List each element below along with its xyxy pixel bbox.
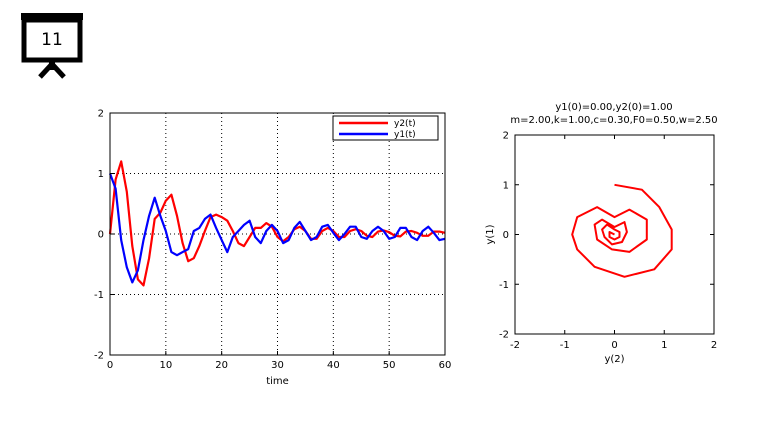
y-tick-label: 2 bbox=[98, 109, 104, 120]
legend-label-y1: y1(t) bbox=[394, 130, 416, 140]
legend-label-y2: y2(t) bbox=[394, 119, 416, 129]
slide-number: 11 bbox=[41, 30, 63, 50]
phase-x-tick-label: -1 bbox=[560, 340, 570, 351]
phase-y-tick-label: 1 bbox=[503, 180, 509, 191]
phase-y-tick-label: -1 bbox=[499, 280, 509, 291]
x-tick-label: 50 bbox=[383, 360, 396, 371]
y-tick-label: 1 bbox=[98, 169, 104, 180]
legend-box bbox=[332, 115, 439, 141]
phase-x-tick-label: 1 bbox=[661, 340, 667, 351]
y-tick-label: 0 bbox=[98, 230, 104, 241]
slide-projector-icon: 11 bbox=[16, 12, 88, 80]
phase-y-tick-label: 0 bbox=[503, 230, 509, 241]
x-tick-label: 30 bbox=[271, 360, 284, 371]
series-line-y2 bbox=[108, 160, 446, 287]
phase-trajectory bbox=[571, 183, 673, 278]
x-axis-label: time bbox=[266, 376, 289, 387]
phase-x-tick-label: 0 bbox=[611, 340, 617, 351]
time-series-plot: 0 10 20 30 40 50 60 -2 -1 0 1 2 time y2(t) y1(t) bbox=[94, 109, 451, 388]
phase-y-tick-label: -2 bbox=[499, 330, 509, 341]
legend: y2(t) y1(t) bbox=[332, 115, 439, 141]
x-tick-label: 20 bbox=[215, 360, 228, 371]
phase-x-tick-label: 2 bbox=[711, 340, 717, 351]
phase-y-tick-label: 2 bbox=[503, 131, 509, 142]
x-tick-label: 40 bbox=[327, 360, 340, 371]
phase-plot-subtitle: m=2.00,k=1.00,c=0.30,F0=0.50,w=2.50 bbox=[510, 115, 717, 126]
x-tick-label: 0 bbox=[107, 360, 113, 371]
y-tick-label: -1 bbox=[94, 290, 104, 301]
x-tick-label: 10 bbox=[159, 360, 172, 371]
y-tick-label: -2 bbox=[94, 351, 104, 362]
phase-plot-title: y1(0)=0.00,y2(0)=1.00 bbox=[555, 102, 672, 113]
phase-x-axis-label: y(2) bbox=[604, 354, 624, 365]
phase-y-axis-label: y(1) bbox=[485, 224, 496, 244]
phase-portrait-plot: y1(0)=0.00,y2(0)=1.00 m=2.00,k=1.00,c=0.… bbox=[485, 102, 718, 365]
x-tick-label: 60 bbox=[439, 360, 452, 371]
phase-x-tick-label: -2 bbox=[510, 340, 520, 351]
series-line-y1 bbox=[108, 173, 446, 284]
